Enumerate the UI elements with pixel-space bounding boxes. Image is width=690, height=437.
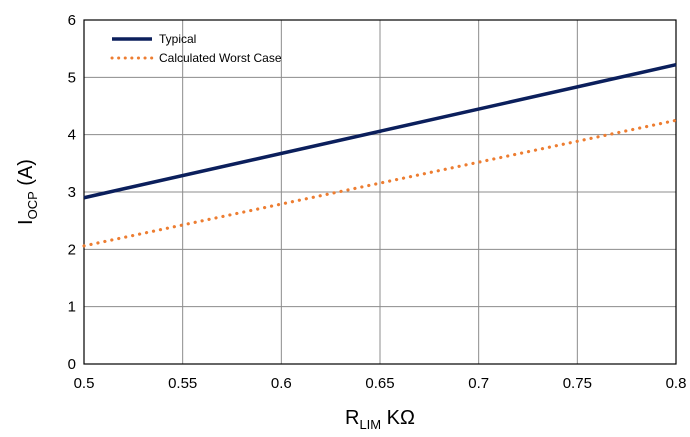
legend-label-worst-case: Calculated Worst Case <box>159 51 282 65</box>
y-axis-label-subscript: OCP <box>25 191 40 219</box>
series-line-worst-case <box>82 118 678 248</box>
y-tick-label: 6 <box>68 12 76 29</box>
y-axis-label-main: I <box>15 219 37 225</box>
y-axis-label: IOCP (A) <box>15 159 40 225</box>
y-axis-label-unit: (A) <box>15 159 37 191</box>
series-line-typical <box>83 63 677 200</box>
x-tick-label: 0.65 <box>365 375 394 392</box>
x-axis-label: RLIM KΩ <box>345 407 415 432</box>
legend-label-typical: Typical <box>159 32 196 46</box>
y-tick-label: 2 <box>68 241 76 258</box>
plot-frame <box>83 19 677 365</box>
x-tick-label: 0.75 <box>563 375 592 392</box>
y-tick-label: 5 <box>68 69 76 86</box>
y-tick-label: 0 <box>68 356 76 373</box>
x-tick-label: 0.55 <box>168 375 197 392</box>
x-tick-label: 0.5 <box>74 375 95 392</box>
legend: Typical Calculated Worst Case <box>110 32 282 65</box>
x-tick-labels: 0.5 0.55 0.6 0.65 0.7 0.75 0.8 <box>74 375 687 392</box>
x-axis-label-main: R <box>345 407 359 429</box>
grid <box>83 19 677 365</box>
series-layer <box>82 63 678 248</box>
x-tick-label: 0.7 <box>468 375 489 392</box>
y-tick-label: 3 <box>68 184 76 201</box>
x-tick-label: 0.6 <box>271 375 292 392</box>
y-tick-labels: 0 1 2 3 4 5 6 <box>68 12 76 373</box>
x-axis-label-subscript: LIM <box>359 417 381 432</box>
y-tick-label: 1 <box>68 299 76 316</box>
x-axis-label-unit: KΩ <box>381 407 415 429</box>
x-tick-label: 0.8 <box>666 375 687 392</box>
y-tick-label: 4 <box>68 127 76 144</box>
